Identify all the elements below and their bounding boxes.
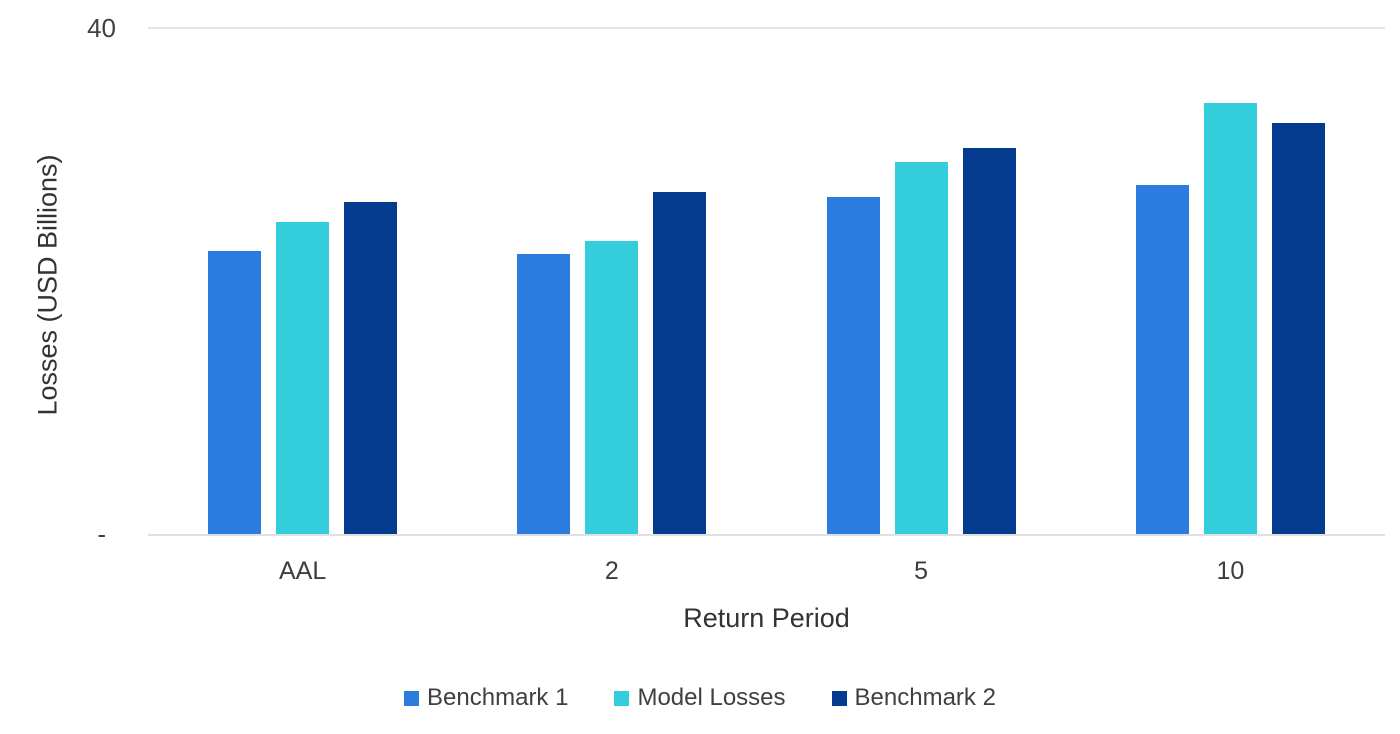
bar-group-10 — [1076, 28, 1385, 535]
plot-area — [148, 27, 1385, 536]
legend-label: Benchmark 1 — [427, 684, 569, 711]
axis-baseline — [148, 534, 1385, 536]
x-axis-title: Return Period — [683, 603, 850, 633]
y-axis-tick-40: 40 — [87, 13, 116, 43]
chart-legend: Benchmark 1 Model Losses Benchmark 2 — [0, 684, 1400, 712]
bar-group-5 — [767, 28, 1076, 535]
bar-model-losses-aal[interactable] — [276, 222, 330, 535]
bar-benchmark-1-2[interactable] — [517, 254, 571, 535]
bar-model-losses-5[interactable] — [894, 162, 948, 535]
bar-benchmark-2-aal[interactable] — [344, 202, 398, 535]
bar-groups — [148, 28, 1385, 535]
bar-group-2 — [457, 28, 766, 535]
legend-label: Benchmark 2 — [854, 684, 996, 711]
bar-benchmark-1-5[interactable] — [826, 197, 880, 535]
legend-label: Model Losses — [637, 684, 786, 711]
legend-item-benchmark-2[interactable]: Benchmark 2 — [831, 684, 996, 712]
legend-item-benchmark-1[interactable]: Benchmark 1 — [404, 684, 568, 712]
gridline-40 — [148, 27, 1385, 29]
bar-model-losses-2[interactable] — [585, 241, 639, 535]
y-axis-title: Losses (USD Billions) — [32, 154, 63, 416]
bar-benchmark-1-10[interactable] — [1135, 185, 1189, 535]
legend-swatch-icon — [614, 690, 630, 706]
bar-benchmark-2-5[interactable] — [962, 148, 1016, 535]
x-axis-label-5: 5 — [914, 557, 929, 585]
legend-swatch-icon — [831, 690, 847, 706]
bar-benchmark-1-aal[interactable] — [208, 251, 262, 535]
legend-swatch-icon — [404, 690, 420, 706]
bar-model-losses-10[interactable] — [1203, 103, 1257, 535]
x-axis-label-10: 10 — [1216, 557, 1245, 585]
x-axis-label-aal: AAL — [278, 557, 327, 585]
legend-item-model-losses[interactable]: Model Losses — [614, 684, 786, 712]
bar-benchmark-2-2[interactable] — [653, 192, 707, 535]
y-axis-tick-zero: - — [97, 519, 106, 549]
bar-group-aal — [148, 28, 457, 535]
bar-benchmark-2-10[interactable] — [1271, 123, 1325, 535]
x-axis-label-2: 2 — [604, 557, 619, 585]
x-axis-labels: AAL 2 5 10 — [148, 557, 1385, 589]
